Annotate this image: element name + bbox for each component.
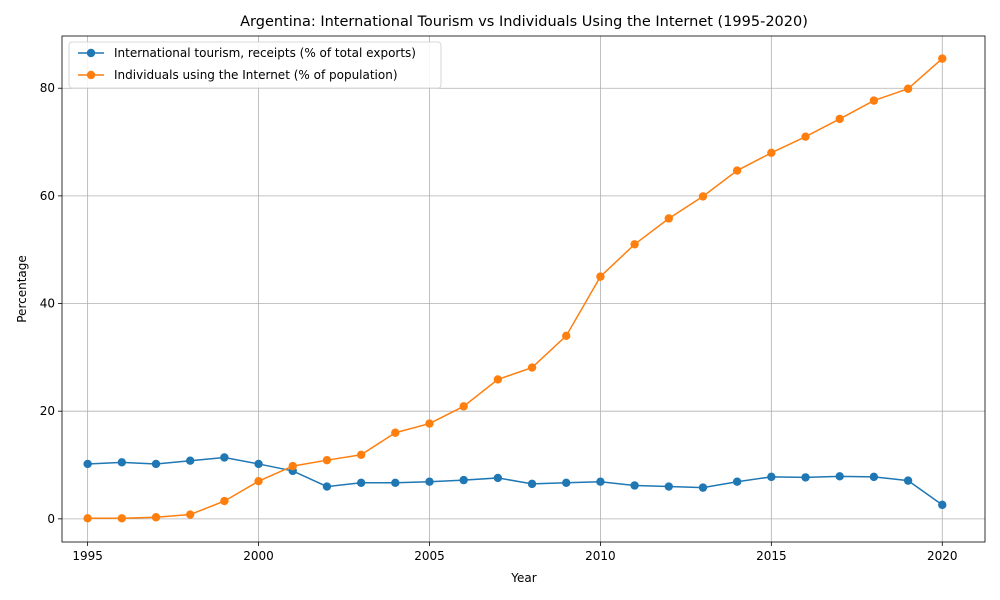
x-tick-label: 2005 [414,549,445,563]
data-point-1-2012 [664,214,673,223]
series-line-0 [87,456,943,506]
data-point-1-2018 [869,96,879,105]
data-point-0-2000 [254,459,263,469]
data-point-0-2011 [630,481,639,490]
data-point-0-1996 [117,458,127,467]
series-line-1 [87,58,943,520]
data-point-1-2007 [493,375,503,384]
data-point-1-2005 [425,419,434,428]
x-axis: 1995 2000 2005 2010 2015 2020 [72,542,958,563]
y-tick-label: 20 [40,404,55,418]
x-tick-label: 2020 [927,549,958,563]
data-point-1-2003 [356,450,366,459]
y-tick-label: 40 [40,297,55,311]
data-point-1-2010 [596,272,605,281]
legend-label-internet: Individuals using the Internet (% of pop… [114,68,398,82]
data-point-1-2016 [801,132,810,141]
data-point-0-2005 [425,477,434,486]
data-point-0-2004 [391,478,400,487]
data-point-1-2011 [630,240,639,249]
data-point-0-2002 [322,482,332,491]
data-point-0-2007 [493,473,503,483]
legend-box [68,41,442,89]
data-point-1-1997 [151,513,161,522]
data-point-0-1997 [151,459,161,469]
x-tick-label: 1995 [72,549,103,563]
x-tick-label: 2015 [756,549,787,563]
x-tick-label: 2000 [243,549,274,563]
data-point-0-2009 [562,478,571,487]
x-axis-label: Year [510,571,536,585]
data-point-0-1999 [220,453,229,462]
data-point-0-2006 [459,475,468,485]
data-point-1-2020 [938,54,947,63]
chart-title: Argentina: International Tourism vs Indi… [240,14,808,30]
series-layer [83,54,947,523]
data-point-0-2012 [664,482,673,491]
y-axis: 0 20 40 60 80 [40,81,62,526]
y-tick-label: 80 [40,81,55,95]
data-point-1-2002 [322,455,332,465]
data-point-0-2016 [801,473,810,482]
y-tick-label: 0 [47,512,55,526]
data-point-1-2004 [391,428,400,437]
data-point-1-2000 [254,476,263,486]
legend-marker-internet [86,70,96,80]
data-point-1-2019 [903,84,913,93]
data-point-1-2015 [767,148,776,158]
data-point-0-2013 [698,483,708,492]
data-point-1-2001 [288,461,297,471]
legend: International tourism, receipts (% of to… [68,41,442,89]
data-point-0-1995 [83,459,92,469]
data-point-0-2003 [356,478,366,487]
data-point-1-1995 [83,514,92,523]
plot-frame [61,35,986,543]
x-tick-label: 2010 [585,549,616,563]
data-point-0-2018 [869,472,879,482]
data-point-1-1999 [220,496,229,506]
data-point-0-2014 [732,477,742,486]
y-tick-label: 60 [40,189,55,203]
y-axis-label: Percentage [15,255,29,323]
data-point-1-2006 [459,402,468,411]
data-point-0-2019 [903,476,913,485]
data-point-1-2008 [527,363,537,372]
data-point-0-2020 [938,500,947,510]
data-point-0-2015 [767,472,776,482]
legend-label-tourism: International tourism, receipts (% of to… [114,46,416,60]
legend-marker-tourism [86,48,96,58]
data-point-1-1998 [185,510,195,519]
data-point-1-2009 [562,331,571,341]
data-point-1-2013 [698,192,708,201]
data-point-1-1996 [117,514,127,523]
data-point-0-1998 [185,456,195,465]
data-point-1-2014 [732,166,742,175]
data-point-0-2010 [596,477,605,486]
data-point-0-2008 [527,479,537,489]
data-point-0-2017 [835,472,844,481]
plot-area [62,36,985,542]
data-point-1-2017 [835,114,844,124]
